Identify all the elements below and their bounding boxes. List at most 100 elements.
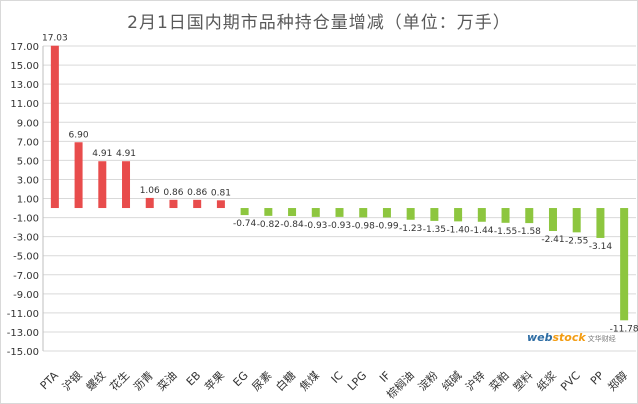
y-tick-label: 1.00 bbox=[17, 195, 39, 206]
y-tick-label: -1.00 bbox=[13, 214, 39, 225]
x-tick-label: 纯碱 bbox=[439, 369, 464, 394]
bar bbox=[169, 199, 178, 209]
value-label: 6.90 bbox=[69, 130, 89, 140]
bar bbox=[525, 208, 534, 224]
bar bbox=[501, 208, 510, 223]
bar bbox=[240, 208, 249, 216]
x-tick-label: EG bbox=[231, 369, 251, 389]
x-tick-label: 菜粕 bbox=[486, 368, 511, 393]
y-tick-label: 3.00 bbox=[17, 175, 39, 186]
x-tick-label: PTA bbox=[38, 369, 62, 393]
x-tick-label: 塑料 bbox=[510, 368, 535, 393]
bar bbox=[193, 199, 202, 209]
value-label: -1.35 bbox=[423, 225, 446, 235]
x-tick-label: 沥青 bbox=[131, 369, 156, 394]
bar bbox=[122, 161, 131, 209]
y-tick-label: -15.00 bbox=[7, 347, 39, 358]
watermark-logo-text: webstock bbox=[527, 331, 586, 344]
y-tick-label: 9.00 bbox=[17, 118, 39, 129]
y-tick-label: -3.00 bbox=[13, 233, 39, 244]
value-label: 0.86 bbox=[187, 188, 207, 198]
value-label: 0.81 bbox=[211, 188, 231, 198]
x-tick-label: LPG bbox=[345, 369, 369, 393]
value-label: -0.84 bbox=[280, 220, 304, 230]
y-axis-tick-labels: 17.00 15.00 13.00 11.00 9.00 7.00 5.00 3.00 1.00… bbox=[7, 42, 39, 358]
bar bbox=[50, 45, 59, 209]
x-tick-label: 花生 bbox=[107, 368, 132, 393]
bar bbox=[620, 208, 629, 321]
value-label: 4.91 bbox=[116, 149, 136, 159]
x-tick-label: 棕榈油 bbox=[384, 368, 417, 401]
x-tick-label: 菜油 bbox=[154, 368, 179, 393]
grid-lines bbox=[42, 45, 636, 352]
value-label: -11.78 bbox=[610, 324, 638, 334]
bar bbox=[264, 208, 273, 216]
bar bbox=[430, 208, 439, 221]
value-labels: 17.036.904.91 4.911.06 0.86 0.86 0.81-0.74 -0… bbox=[42, 34, 638, 335]
bar bbox=[98, 161, 107, 209]
bars bbox=[50, 45, 629, 321]
bar bbox=[288, 208, 297, 217]
bar bbox=[74, 142, 83, 209]
y-tick-label: -13.00 bbox=[7, 328, 39, 339]
y-tick-label: 5.00 bbox=[17, 156, 39, 167]
x-tick-label: 白糖 bbox=[273, 368, 298, 393]
bar bbox=[359, 208, 368, 218]
value-label: -2.55 bbox=[565, 236, 588, 246]
watermark-logo: webstock 文华财经 bbox=[527, 326, 616, 344]
y-tick-label: 15.00 bbox=[10, 61, 39, 72]
x-tick-label: 焦煤 bbox=[297, 369, 322, 394]
bar bbox=[596, 208, 605, 238]
bar bbox=[477, 208, 486, 222]
bar bbox=[406, 208, 415, 220]
x-tick-label: 沪锌 bbox=[462, 368, 487, 393]
x-tick-label: 纸浆 bbox=[534, 368, 559, 393]
y-tick-label: 11.00 bbox=[10, 99, 39, 110]
value-label: -2.41 bbox=[541, 235, 564, 245]
x-tick-label: EB bbox=[184, 369, 203, 388]
x-tick-label: 沪银 bbox=[59, 368, 84, 393]
y-tick-label: 13.00 bbox=[10, 80, 39, 91]
value-label: -1.40 bbox=[446, 225, 470, 235]
y-tick-label: 17.00 bbox=[10, 42, 39, 53]
value-label: 4.91 bbox=[92, 149, 112, 159]
y-tick-label: 7.00 bbox=[17, 137, 39, 148]
y-tick-label: -5.00 bbox=[13, 252, 39, 263]
y-tick-label: -7.00 bbox=[13, 271, 39, 282]
value-label: -1.23 bbox=[399, 224, 422, 234]
value-label: 1.06 bbox=[140, 186, 160, 196]
bar bbox=[572, 208, 581, 233]
value-label: -0.99 bbox=[375, 221, 399, 231]
bar bbox=[454, 208, 463, 222]
y-tick-label: -9.00 bbox=[13, 290, 39, 301]
x-tick-label: IC bbox=[329, 369, 346, 386]
value-label: -1.58 bbox=[518, 227, 542, 237]
bar bbox=[145, 197, 154, 209]
x-tick-label: 郑醇 bbox=[605, 368, 630, 393]
watermark-prefix: web bbox=[527, 331, 553, 344]
bar bbox=[548, 208, 557, 232]
value-label: 0.86 bbox=[163, 188, 183, 198]
bar bbox=[311, 208, 320, 217]
x-tick-label: 苹果 bbox=[202, 368, 227, 393]
chart-title: 2月1日国内期市品种持仓量增减（单位：万手） bbox=[127, 13, 511, 33]
bar bbox=[335, 208, 344, 217]
value-label: -0.98 bbox=[352, 221, 376, 231]
x-tick-label: 螺纹 bbox=[83, 368, 108, 393]
x-tick-label: PVC bbox=[558, 369, 583, 394]
value-label: -0.82 bbox=[257, 220, 280, 230]
value-label: -0.93 bbox=[304, 221, 327, 231]
value-label: 17.03 bbox=[42, 34, 68, 44]
x-tick-label: 尿素 bbox=[250, 369, 275, 394]
value-label: -3.14 bbox=[589, 242, 613, 252]
bar bbox=[382, 208, 391, 218]
value-label: -1.55 bbox=[494, 227, 517, 237]
watermark-highlight: stock bbox=[552, 331, 586, 344]
value-label: -0.74 bbox=[233, 219, 257, 229]
y-tick-label: -11.00 bbox=[7, 309, 39, 320]
watermark-subtitle: 文华财经 bbox=[587, 335, 616, 343]
value-label: -0.93 bbox=[328, 221, 351, 231]
x-tick-label: IF bbox=[377, 369, 393, 385]
